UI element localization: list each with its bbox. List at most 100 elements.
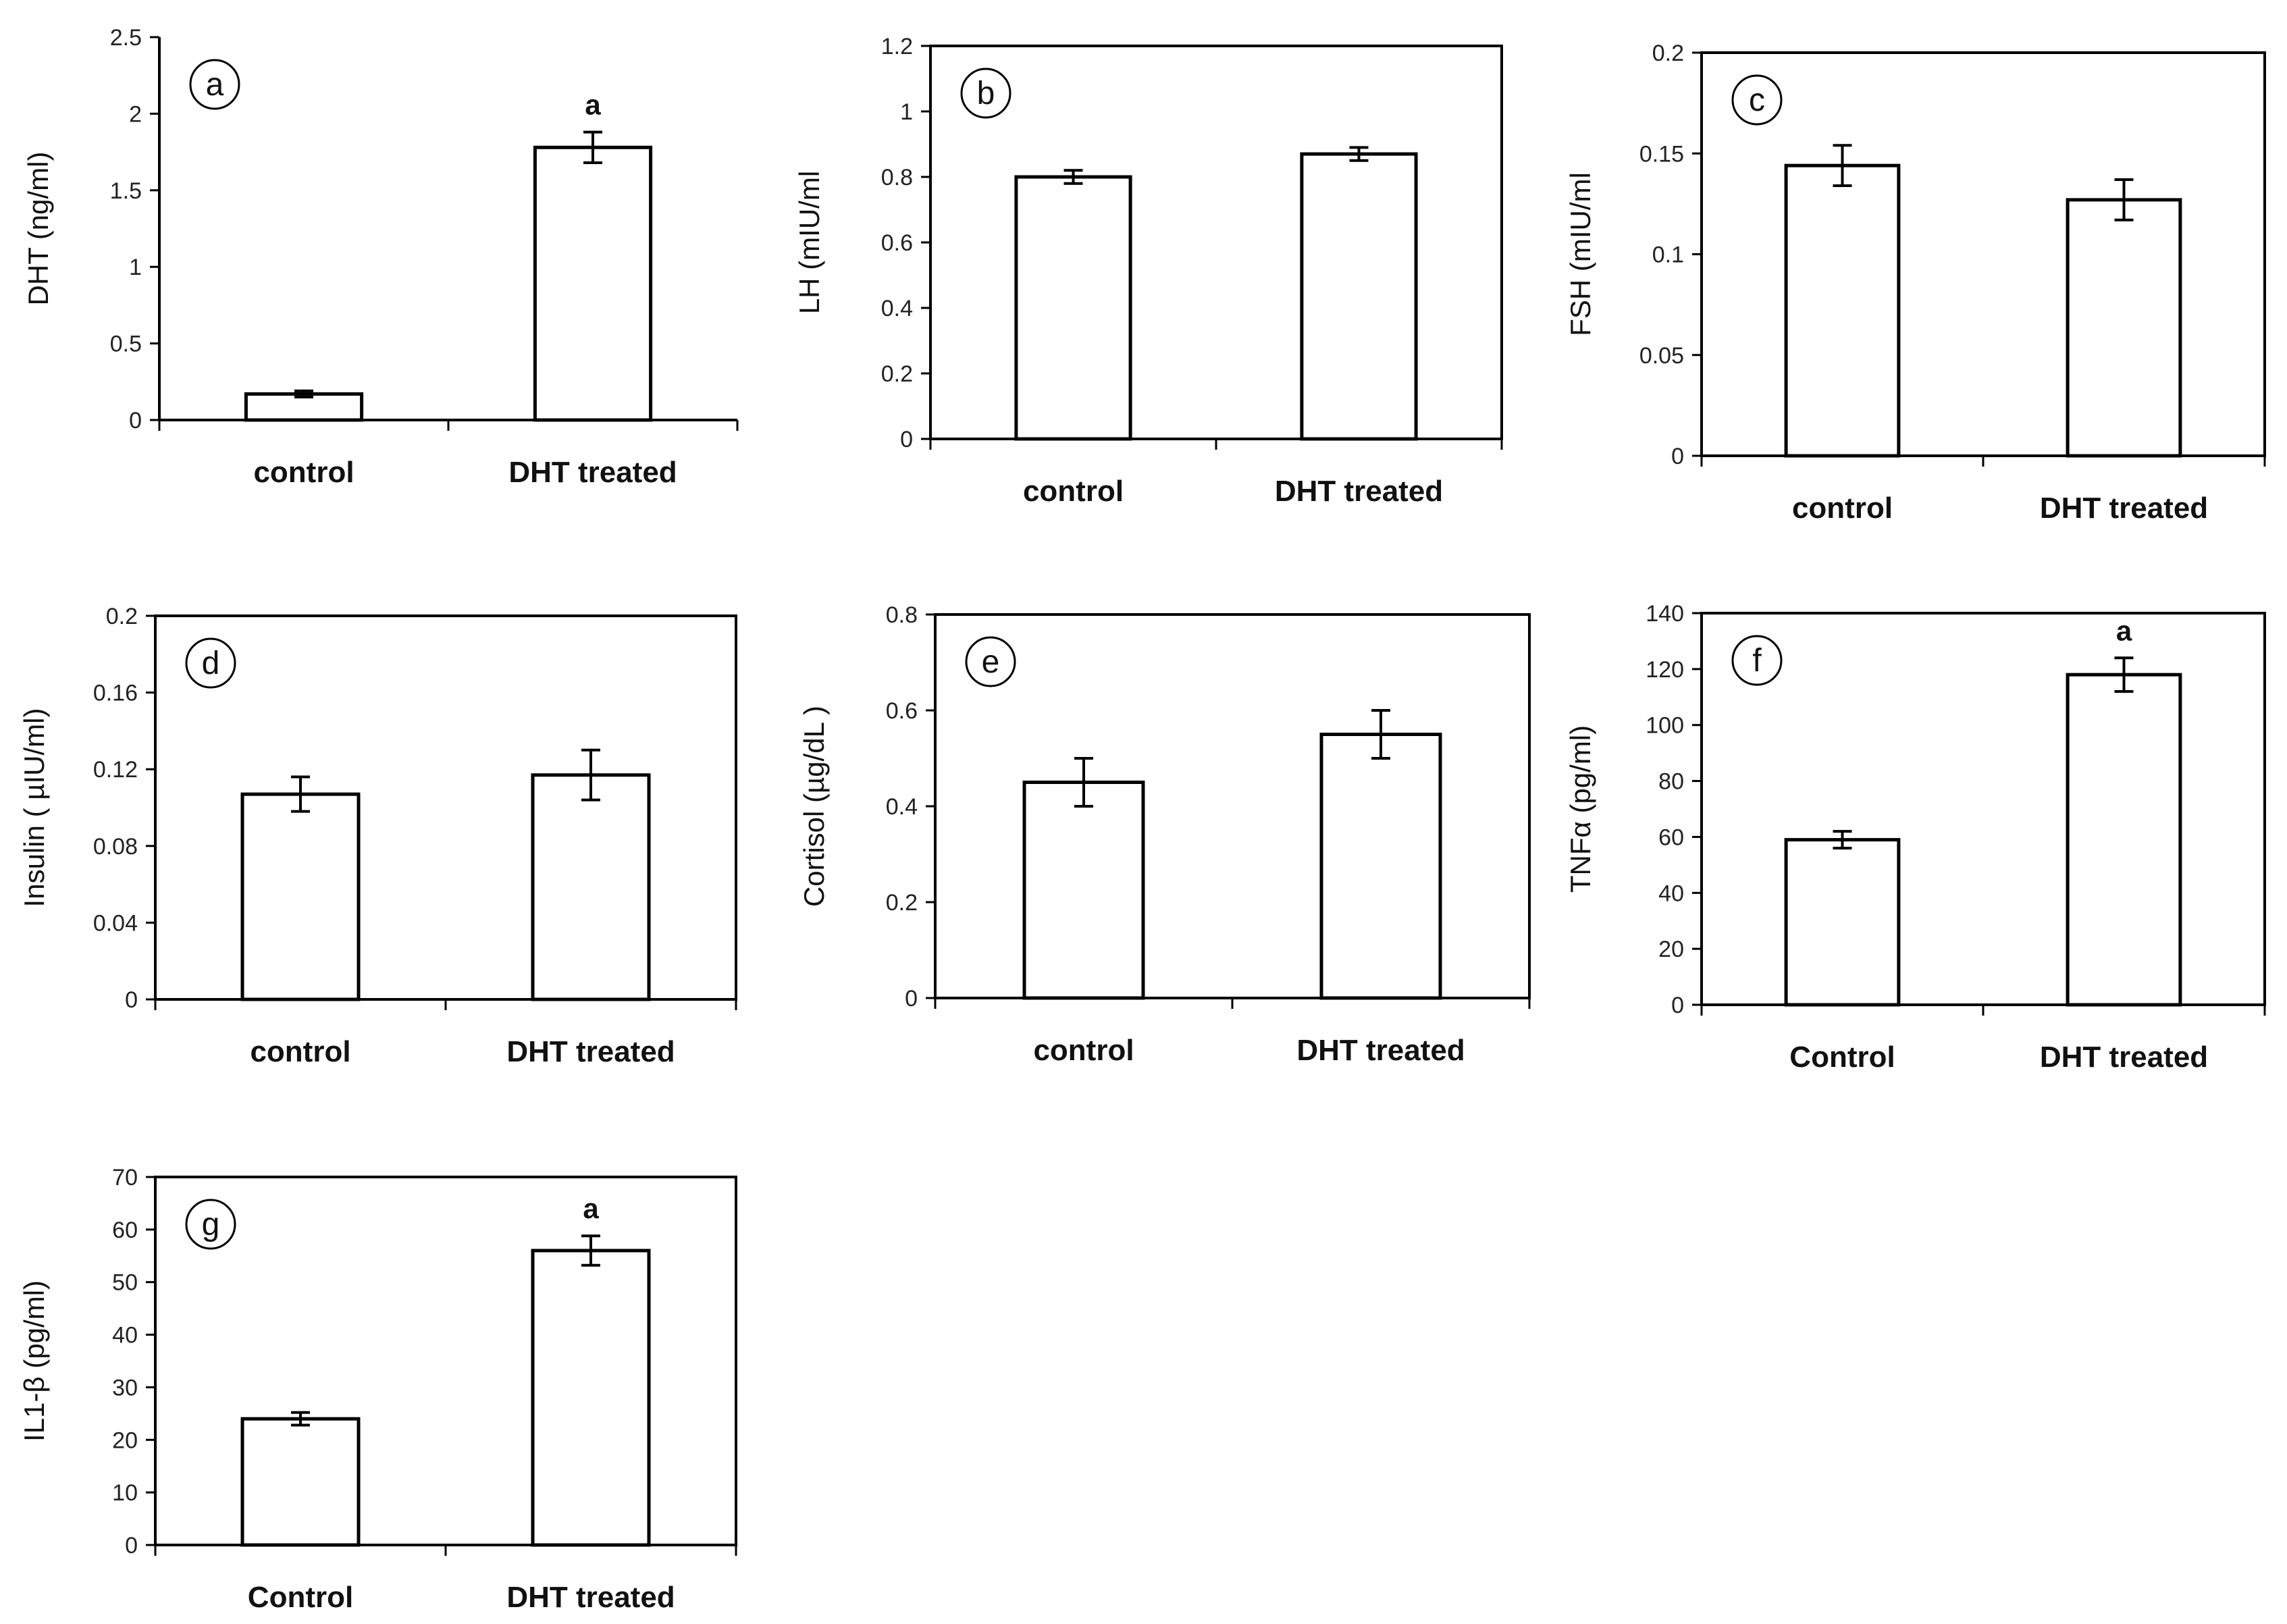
y-tick-label: 2 [129,101,142,127]
y-tick-label: 80 [1658,769,1684,795]
y-tick-label: 0.2 [106,604,138,629]
y-tick-label: 0.08 [93,834,138,860]
y-tick-label: 0.8 [881,165,913,190]
chart-panel-c: 0 0.05 0.1 0.15 0.2 control DHT treated FSH (mI… [1565,41,2266,525]
y-tick-label: 50 [112,1270,138,1296]
y-axis-label: FSH (mIU/ml [1565,172,1596,336]
y-tick-label: 100 [1646,713,1684,739]
y-tick-label: 0 [1671,444,1684,469]
panel-letter-circle [189,59,240,110]
category-label: Control [1789,1041,1895,1074]
y-tick-label: 20 [112,1427,138,1453]
chart-panel-b: 0 0.2 0.4 0.6 0.8 1 1.2 control DHT treated LH (m… [793,34,1503,508]
panel-letter-circle [1731,635,1783,686]
y-tick-label: 0.12 [93,757,138,783]
chart-panel-f: 0 20 40 60 80 100 120 140 Control DHT treated a TNF… [1565,601,2266,1074]
y-tick-label: 0.4 [881,296,913,321]
panel-letter-circle [185,637,236,689]
category-label: control [250,1035,350,1068]
panel-letter-circle [1731,74,1783,126]
panel-letter: g [202,1207,220,1242]
category-label: DHT treated [2040,492,2208,525]
y-tick-label: 1.5 [110,178,142,204]
bar [240,792,361,1001]
chart-panel-e: 0 0.2 0.4 0.6 0.8 control DHT treated Cortisol … [798,602,1531,1067]
y-axis-label: Cortisol (µg/dL ) [798,706,830,907]
category-label: control [1033,1034,1134,1067]
bar [533,145,653,422]
y-tick-label: 0 [900,427,913,452]
y-tick-label: 1 [129,255,142,280]
significance-label: a [585,89,601,121]
chart-panel-d: 0 0.04 0.08 0.12 0.16 0.2 control DHT treated In… [18,604,737,1068]
bar [1014,175,1132,441]
y-tick-label: 0 [1671,993,1684,1018]
category-label: control [1792,492,1893,525]
y-tick-label: 0.15 [1639,141,1684,167]
y-tick-label: 60 [1658,824,1684,850]
panel-letter: d [202,646,220,681]
bar [1022,781,1145,1000]
y-tick-label: 20 [1658,937,1684,962]
y-tick-label: 70 [112,1165,138,1190]
y-tick-label: 0.05 [1639,343,1684,369]
y-tick-label: 0 [125,987,138,1013]
panel-letter-circle [965,636,1016,687]
category-label: control [1023,475,1124,508]
panel-letter: c [1749,82,1765,118]
y-axis-label: Insulin ( µIU/ml) [18,708,50,908]
panel-letter: b [977,76,995,111]
bar [531,773,651,1001]
panel-letter-circle [185,1199,236,1250]
significance-label: a [583,1193,599,1224]
y-axis-label: IL1-β (pg/ml) [18,1280,50,1442]
y-tick-label: 0 [125,1533,138,1558]
y-tick-label: 0.4 [886,794,918,820]
y-axis-label: TNFα (pg/ml) [1565,725,1596,893]
category-label: DHT treated [1275,475,1443,508]
y-tick-label: 1 [900,99,913,125]
y-tick-label: 0.8 [886,602,918,628]
chart-panel-a: 0 0.5 1 1.5 2 2.5 control DHT treated a DHT (ng/m… [22,25,739,489]
y-tick-label: 0.04 [93,910,138,936]
category-label: DHT treated [506,1035,675,1068]
y-tick-label: 40 [1658,881,1684,906]
y-tick-label: 0.6 [881,230,913,256]
y-tick-label: 140 [1646,601,1684,627]
y-axis-label: DHT (ng/ml) [22,152,54,306]
bar [1784,838,1901,1007]
category-label: DHT treated [2040,1041,2208,1074]
bar [531,1249,651,1547]
y-tick-label: 0 [129,408,142,434]
y-tick-label: 120 [1646,657,1684,683]
panel-letter-circle [960,68,1011,119]
y-tick-label: 0 [905,986,918,1012]
y-tick-label: 0.2 [886,890,918,916]
category-label: control [253,456,354,489]
category-label: DHT treated [1296,1034,1465,1067]
bar [1784,163,1901,458]
y-tick-label: 0.5 [110,332,142,357]
bar [2066,673,2182,1007]
y-tick-label: 10 [112,1480,138,1506]
bar [240,1417,361,1547]
y-axis-label: LH (mIU/ml [793,171,825,314]
bar [1300,152,1418,441]
y-tick-label: 60 [112,1217,138,1243]
chart-panel-g: 0 10 20 30 40 50 60 70 Control DHT treated a IL1-β … [18,1165,737,1614]
panel-letter: f [1752,643,1762,679]
bar [1319,733,1442,1000]
y-tick-label: 2.5 [110,25,142,51]
y-tick-label: 40 [112,1323,138,1348]
y-tick-label: 0.2 [1652,41,1684,66]
y-tick-label: 0.1 [1652,242,1684,268]
y-tick-label: 1.2 [881,34,913,59]
y-tick-label: 0.16 [93,681,138,706]
bar [2066,198,2182,458]
category-label: DHT treated [506,1581,675,1614]
y-tick-label: 0.2 [881,361,913,387]
y-tick-label: 0.6 [886,698,918,724]
panel-letter: a [206,67,224,103]
significance-label: a [2116,614,2132,646]
